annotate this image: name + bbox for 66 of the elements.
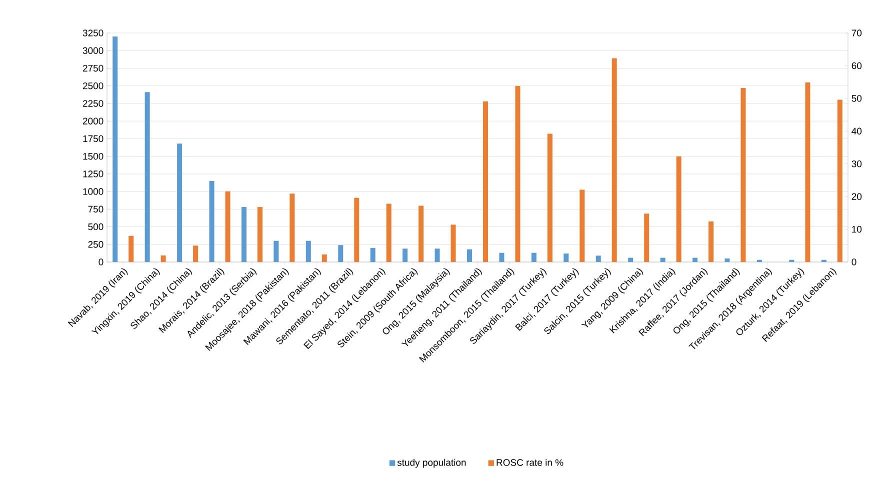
bar	[805, 82, 810, 262]
bar	[306, 240, 311, 262]
bar	[370, 248, 376, 262]
bar	[837, 100, 842, 262]
bar	[547, 134, 552, 262]
y-tick-label: 750	[88, 206, 104, 213]
bar	[290, 194, 295, 262]
y-tick-label: 500	[88, 223, 104, 230]
y2-tick-label: 0	[852, 258, 856, 266]
bar	[499, 252, 504, 262]
bar	[628, 258, 634, 262]
bar	[274, 240, 279, 262]
y-tick-label: 1500	[83, 152, 104, 160]
bar	[402, 248, 408, 262]
y-tick-label: 2500	[82, 82, 104, 90]
y-tick-label: 1250	[83, 170, 104, 178]
bar	[515, 86, 520, 262]
y-tick-label: 1750	[83, 135, 104, 142]
bar	[660, 258, 666, 262]
y2-tick-label: 70	[852, 30, 862, 36]
bar	[612, 58, 617, 262]
y-tick-label: 2250	[82, 100, 104, 107]
bar	[144, 92, 150, 262]
legend-label: ROSC rate in %	[496, 458, 564, 466]
bar	[564, 254, 569, 262]
bar	[193, 246, 198, 262]
bar	[740, 88, 746, 262]
bar	[467, 249, 472, 262]
bar	[354, 198, 360, 262]
bar	[724, 258, 730, 262]
bar	[644, 214, 650, 262]
bar	[531, 252, 536, 262]
y-tick-label: 3000	[82, 47, 104, 54]
bar	[225, 191, 230, 262]
bar	[338, 245, 344, 262]
y-tick-label: 250	[88, 241, 104, 248]
legend-label: study population	[397, 458, 466, 468]
y-tick-label: 3250	[82, 30, 104, 36]
y2-tick-label: 50	[852, 95, 862, 102]
bar	[692, 258, 698, 262]
y-tick-label: 2000	[82, 118, 104, 124]
bar	[112, 36, 118, 262]
bar	[209, 180, 214, 262]
y-tick-label: 2750	[82, 64, 104, 72]
bar	[483, 101, 488, 262]
y2-tick-label: 40	[852, 128, 862, 135]
bar	[128, 236, 134, 262]
y-tick-label: 0	[98, 258, 104, 266]
bar	[177, 144, 182, 262]
bar	[434, 248, 440, 262]
bar	[450, 224, 456, 262]
y2-tick-label: 20	[852, 193, 862, 200]
y-tick-label: 1000	[83, 188, 104, 195]
y2-tick-label: 10	[852, 226, 862, 233]
bar	[580, 190, 585, 262]
y2-tick-label: 60	[852, 62, 862, 70]
bar	[386, 204, 392, 262]
bar	[418, 206, 424, 262]
bar	[160, 255, 166, 262]
bar	[322, 254, 327, 262]
bar	[257, 207, 262, 262]
bar	[596, 256, 601, 262]
y2-tick-label: 30	[852, 160, 862, 168]
bar	[241, 207, 246, 262]
bar	[708, 221, 714, 262]
bar	[676, 156, 682, 262]
